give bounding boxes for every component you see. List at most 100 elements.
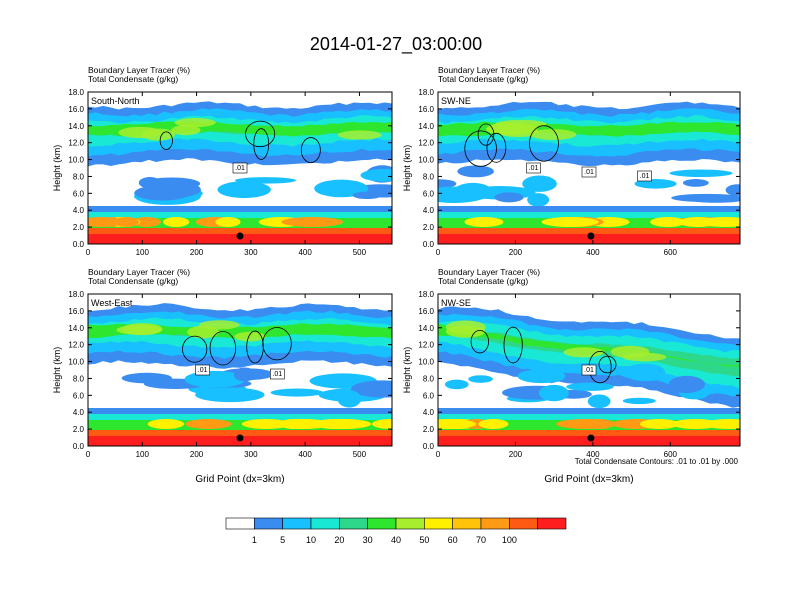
tracer-patch (314, 179, 369, 198)
colorbar-swatch (282, 517, 312, 530)
panel-2: .01 .01 0 100 200 300 400 500 0.0 2.0 4.0 6.0 8.0 10.… (52, 267, 393, 485)
tracer-patch (522, 175, 557, 192)
colorbar-label: 60 (448, 535, 458, 545)
colorbar-label: 70 (476, 535, 486, 545)
tracer-patch (132, 217, 161, 227)
y-tick-label: 6.0 (73, 391, 85, 400)
tracer-patch (352, 191, 382, 200)
condensate-contour (182, 335, 208, 363)
tracer-patch (241, 419, 291, 429)
tracer-patch (668, 375, 705, 393)
x-tick-label: 400 (298, 248, 312, 257)
colorbar-swatch (310, 517, 340, 530)
contour-label-box (581, 364, 597, 376)
tracer-band (438, 436, 740, 446)
y-axis-label: Height (km) (52, 145, 62, 192)
left-title-1: Boundary Layer Tracer (%) (438, 267, 540, 277)
location-marker (236, 232, 244, 240)
colorbar-swatch (225, 517, 255, 530)
contour-label-box (195, 364, 210, 376)
tracer-patch (281, 217, 344, 227)
tracer-patch (360, 168, 392, 182)
y-tick-label: 10.0 (418, 156, 434, 165)
condensate-contour (245, 120, 276, 148)
plot-frame (87, 293, 393, 447)
y-tick-label: 10.0 (418, 358, 434, 367)
tracer-patch (622, 352, 667, 362)
x-axis-label: Grid Point (dx=3km) (544, 474, 633, 485)
x-tick-label: 200 (509, 450, 523, 459)
y-tick-label: 0.0 (423, 240, 435, 249)
y-tick-label: 18.0 (68, 290, 84, 299)
tracer-patch (541, 217, 599, 227)
tracer-patch (337, 390, 362, 408)
colorbar-swatch (367, 517, 397, 530)
tracer-patch (586, 419, 614, 429)
y-tick-label: 12.0 (68, 139, 84, 148)
y-tick-label: 14.0 (418, 324, 434, 333)
panels: .01 0 100 200 300 400 500 0.0 2.0 4.0 6.0 8.0 10.0 12… (52, 65, 741, 485)
colorbar-swatch (339, 517, 368, 530)
y-tick-label: 18.0 (418, 88, 434, 97)
left-title-2: Total Condensate (g/kg) (438, 276, 528, 286)
colorbar-swatch (424, 517, 453, 530)
y-tick-label: 16.0 (418, 307, 434, 316)
contour-label-box (637, 170, 652, 182)
tracer-patch (171, 124, 201, 136)
y-tick-label: 14.0 (68, 122, 84, 131)
panel-0: .01 0 100 200 300 400 500 0.0 2.0 4.0 6.0 8.0 10.0 12… (52, 65, 393, 257)
tracer-patch (279, 419, 309, 429)
x-tick-label: 600 (664, 248, 678, 257)
tracer-patch (88, 217, 125, 227)
tracer-band (438, 234, 740, 244)
left-title-1: Boundary Layer Tracer (%) (88, 65, 190, 75)
panel-label: NW-SE (441, 298, 471, 308)
y-axis-label: Height (km) (52, 347, 62, 394)
tracer-patch (122, 323, 163, 336)
x-tick-label: 0 (86, 450, 91, 459)
y-tick-label: 18.0 (418, 290, 434, 299)
x-tick-label: 0 (86, 248, 91, 257)
y-tick-label: 8.0 (423, 374, 435, 383)
colorbar-swatch (480, 517, 510, 530)
condensate-contour (470, 329, 489, 354)
y-tick-label: 16.0 (68, 105, 84, 114)
plot-frame (437, 91, 741, 245)
plot-frame (87, 91, 393, 245)
tracer-patch (134, 185, 191, 201)
tracer-patch (527, 193, 550, 207)
y-tick-label: 16.0 (68, 307, 84, 316)
y-tick-label: 8.0 (73, 172, 85, 181)
colorbar-swatch (537, 517, 567, 530)
plot-frame (437, 293, 741, 447)
tracer-patch (468, 375, 493, 383)
colorbar-label: 20 (334, 535, 344, 545)
x-tick-label: 500 (353, 450, 367, 459)
y-tick-label: 2.0 (423, 425, 435, 434)
y-tick-label: 2.0 (73, 223, 85, 232)
y-axis-label: Height (km) (402, 145, 412, 192)
contour-label-box (232, 162, 248, 174)
y-tick-label: 2.0 (73, 425, 85, 434)
x-tick-label: 400 (586, 248, 600, 257)
y-tick-label: 14.0 (418, 122, 434, 131)
location-marker (587, 232, 595, 240)
y-tick-label: 4.0 (73, 206, 85, 215)
condensate-contour (300, 137, 321, 163)
tracer-patch (563, 347, 604, 358)
tracer-patch (438, 179, 457, 189)
colorbar-label: 5 (280, 535, 285, 545)
condensate-contour (253, 128, 270, 160)
y-tick-label: 10.0 (68, 156, 84, 165)
tracer-patch (147, 419, 185, 429)
colorbar-swatch (395, 517, 425, 530)
condensate-contour (464, 130, 497, 167)
condensate-contour (486, 132, 507, 163)
tracer-patch (679, 217, 717, 227)
tracer-field (88, 294, 392, 446)
contour-label: .01 (584, 367, 594, 374)
y-tick-label: 6.0 (423, 189, 435, 198)
tracer-patch (318, 419, 372, 429)
tracer-patch (478, 419, 509, 429)
condensate-contour (159, 131, 173, 150)
